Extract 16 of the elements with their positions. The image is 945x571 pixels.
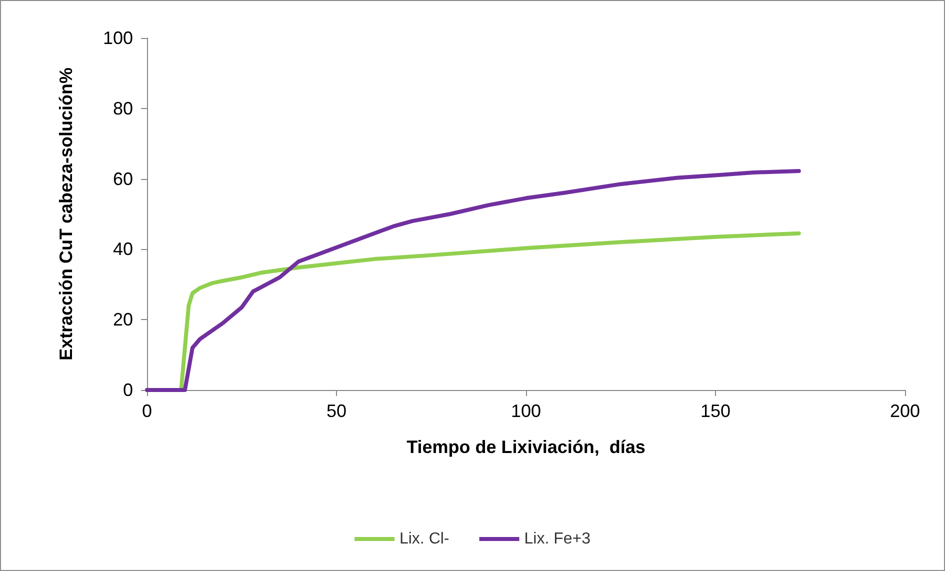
legend-label: Lix. Fe+3 [524,530,591,548]
x-tick-label: 50 [326,401,347,421]
y-tick-label: 40 [112,239,133,260]
y-tick-label: 60 [112,168,133,189]
x-tick-label: 150 [700,401,731,421]
y-tick-label: 20 [112,310,133,330]
x-axis-title: Tiempo de Lixiviación, días [406,437,646,457]
x-tick-label: 100 [510,401,542,421]
legend-label: Lix. Cl- [399,530,450,548]
y-axis-title: Extracción CuT cabeza-solución% [56,67,76,361]
x-tick-label: 0 [142,401,152,421]
line-series [145,169,801,392]
x-tick-label: 200 [890,401,920,421]
y-tick-label: 100 [102,28,133,48]
y-tick-label: 80 [112,98,133,118]
y-tick-label: 0 [122,380,133,400]
